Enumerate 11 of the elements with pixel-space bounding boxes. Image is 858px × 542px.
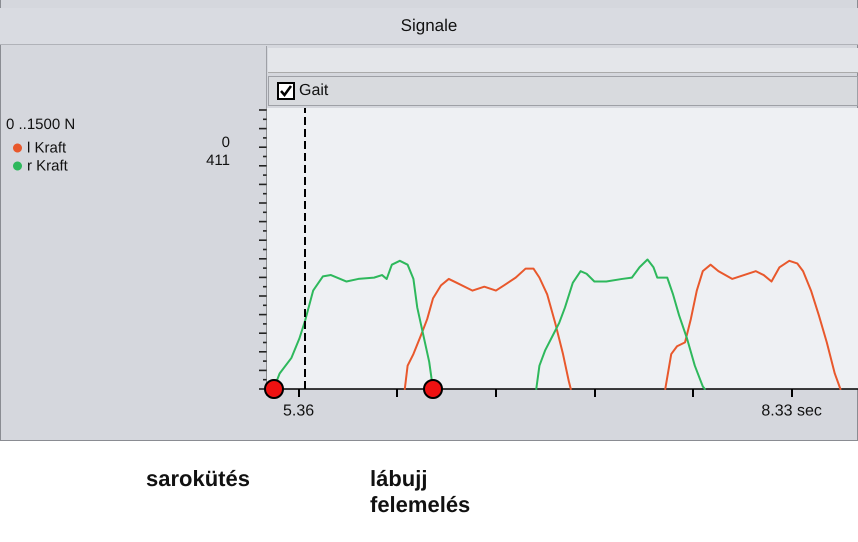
x-tick-label: 5.36 <box>282 402 314 420</box>
legend-label: r Kraft <box>27 158 69 174</box>
text: sarokütés <box>146 466 250 492</box>
x-tick-label: 8.33 sec <box>761 402 822 420</box>
chart-title: Signale <box>0 8 858 45</box>
text: 0 ..1500 N <box>6 116 76 133</box>
text: 411 <box>205 152 230 169</box>
text: 0 <box>220 134 230 151</box>
chart-subtitle: Gait <box>299 81 328 101</box>
legend-label: l Kraft <box>27 140 68 156</box>
text: lábujj felemelés <box>370 466 472 518</box>
